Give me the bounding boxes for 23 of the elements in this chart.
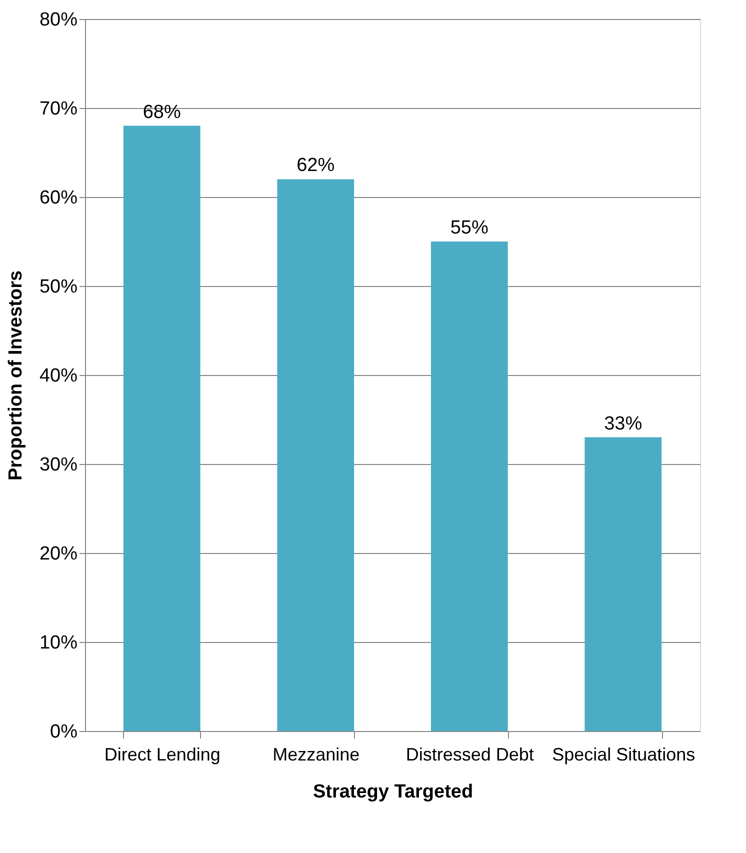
x-tick-label: Direct Lending [104,744,220,764]
data-label: 55% [450,218,488,238]
y-tick-label: 0% [50,722,78,742]
bar [277,179,354,731]
bar [430,242,508,731]
x-tick-label: Special Situations [552,744,696,764]
y-tick-label: 50% [39,276,78,298]
y-tick-label: 60% [39,188,78,208]
x-tick-label: Mezzanine [272,744,360,764]
bar [123,126,200,731]
y-tick-label: 20% [39,544,78,564]
x-tick-label: Distressed Debt [406,744,534,764]
y-tick-label: 10% [39,632,78,654]
y-tick-label: 40% [39,366,78,386]
data-label: 62% [296,155,335,176]
y-tick-label: 70% [39,98,78,120]
y-tick-label: 80% [39,10,78,30]
bar [584,437,662,731]
x-axis-title: Strategy Targeted [312,782,474,802]
data-label: 33% [604,413,642,434]
data-label: 68% [142,102,181,123]
y-tick-label: 30% [39,454,78,476]
y-axis-title: Proportion of Investors [5,270,26,481]
